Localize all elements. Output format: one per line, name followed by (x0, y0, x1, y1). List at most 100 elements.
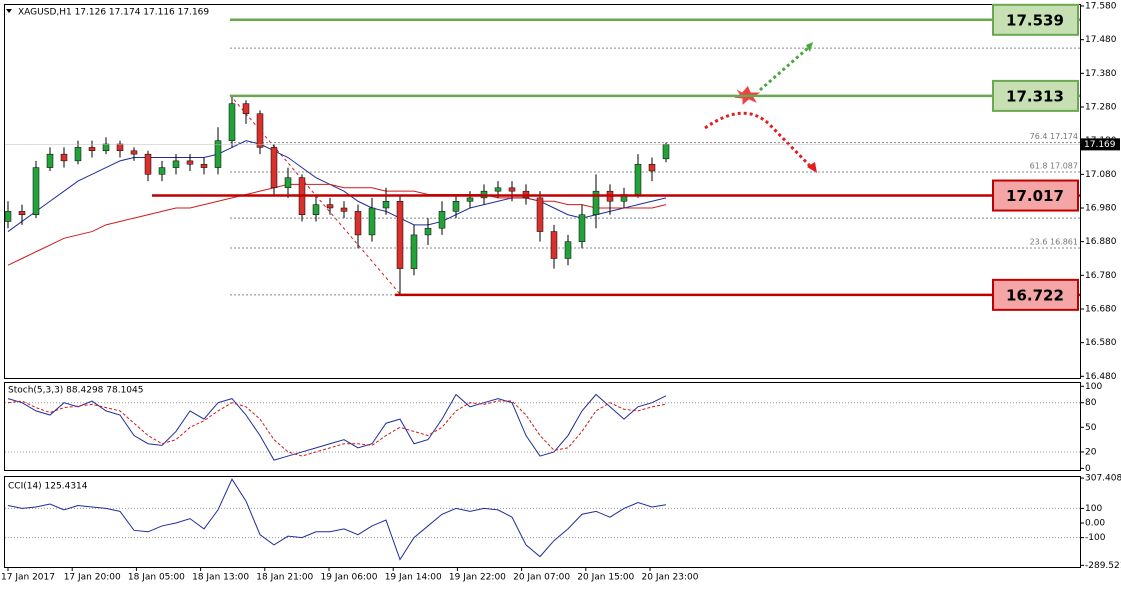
candle-body (74, 147, 82, 162)
up-arrow (759, 46, 809, 92)
candle-body (438, 211, 446, 229)
candle-body (88, 147, 96, 152)
candle-body (158, 167, 166, 175)
y-tick-label: 16.580 (1085, 338, 1117, 348)
level-box (992, 79, 1079, 112)
x-tick-label: 19 Jan 22:00 (449, 573, 506, 583)
candle-body (494, 187, 502, 192)
candle-body (270, 147, 278, 189)
candle-body (634, 163, 642, 195)
fib-label: 23.6 16.861 (1030, 238, 1078, 247)
down-arrow (704, 111, 814, 170)
candle-body (256, 113, 264, 148)
level-label: 16.722 (1006, 286, 1064, 304)
x-tick-label: 18 Jan 21:00 (256, 573, 313, 583)
candle-body (340, 207, 348, 212)
down-arrow-head (807, 162, 817, 173)
indicator-line (7, 400, 667, 457)
x-tick-label: 20 Jan 15:00 (577, 573, 634, 583)
candle-body (200, 163, 208, 168)
level-box (992, 179, 1079, 212)
candle-body (116, 143, 124, 152)
up-arrow-head (806, 42, 813, 52)
x-tick-label: 20 Jan 23:00 (642, 573, 699, 583)
title-arrow (6, 9, 12, 13)
candle-body (60, 153, 68, 162)
y-tick-label: 0.00 (1085, 519, 1105, 529)
candle-body (102, 143, 110, 152)
candle-body (214, 140, 222, 168)
candle-body (424, 227, 432, 236)
cci-title: CCI(14) 125.4314 (8, 482, 88, 492)
cci-panel (4, 476, 1081, 568)
candle-body (662, 144, 670, 160)
candle-body (32, 167, 40, 215)
moving-average (7, 140, 667, 232)
level-label: 17.017 (1006, 187, 1064, 205)
last-price-label: 17.169 (1084, 140, 1116, 150)
candle-body (382, 201, 390, 209)
y-tick-label: 17.380 (1085, 69, 1117, 79)
x-tick-label: 19 Jan 14:00 (385, 573, 442, 583)
y-tick-label: 100 (1085, 382, 1102, 392)
y-tick-label: 0 (1085, 464, 1091, 474)
stoch-title: Stoch(5,3,3) 88.4298 78.1045 (8, 386, 143, 396)
candle-body (564, 241, 572, 259)
x-tick-label: 19 Jan 06:00 (321, 573, 378, 583)
y-tick-label: 16.980 (1085, 203, 1117, 213)
candle-body (396, 201, 404, 269)
candle-body (46, 153, 54, 168)
y-tick-label: 16.780 (1085, 271, 1117, 281)
fib-label: 61.8 17.087 (1030, 161, 1078, 170)
indicator-line (7, 393, 667, 461)
candle-body (228, 103, 236, 141)
y-tick-label: 50 (1085, 423, 1097, 433)
y-tick-label: 17.080 (1085, 170, 1117, 180)
candle-body (508, 187, 516, 192)
y-tick-label: 16.880 (1085, 237, 1117, 247)
x-tick-label: 20 Jan 07:00 (513, 573, 570, 583)
candle-body (18, 211, 26, 215)
x-tick-label: 17 Jan 20:00 (64, 573, 121, 583)
candle-body (284, 177, 292, 189)
y-tick-label: 16.480 (1085, 372, 1117, 382)
y-tick-label: 20 (1085, 447, 1097, 457)
y-tick-label: -100 (1085, 533, 1106, 543)
candle-body (354, 211, 362, 236)
candle-body (578, 214, 586, 242)
y-tick-label: 17.480 (1085, 35, 1117, 45)
candle-body (242, 103, 250, 114)
candle-body (592, 190, 600, 215)
x-tick-label: 17 Jan 2017 (1, 573, 55, 583)
fib-label: 76.4 17.174 (1030, 132, 1078, 141)
candle-body (410, 234, 418, 269)
candle-body (4, 211, 12, 222)
last-price-tag (1080, 138, 1120, 151)
y-tick-label: 16.680 (1085, 304, 1117, 314)
x-tick-label: 18 Jan 05:00 (128, 573, 185, 583)
candle-body (466, 197, 474, 202)
y-tick-label: 17.580 (1085, 2, 1117, 12)
candle-body (648, 163, 656, 172)
candle-body (130, 150, 138, 155)
level-box (992, 3, 1079, 36)
candle-body (312, 204, 320, 215)
moving-average (7, 183, 667, 266)
y-tick-label: -289.521 (1085, 561, 1121, 571)
chart-title: XAGUSD,H1 17.126 17.174 17.116 17.169 (18, 8, 209, 18)
main-panel (4, 4, 1081, 379)
candle-body (326, 204, 334, 209)
y-tick-label: 80 (1085, 398, 1097, 408)
level-label: 17.313 (1006, 87, 1064, 105)
level-label: 17.539 (1006, 11, 1064, 29)
stoch-panel (4, 382, 1081, 471)
candle-body (172, 160, 180, 168)
level-box (992, 278, 1079, 311)
y-tick-label: 100 (1085, 504, 1102, 514)
indicator-line (7, 478, 667, 561)
candle-body (550, 231, 558, 259)
candle-body (452, 201, 460, 212)
x-tick-label: 18 Jan 13:00 (192, 573, 249, 583)
